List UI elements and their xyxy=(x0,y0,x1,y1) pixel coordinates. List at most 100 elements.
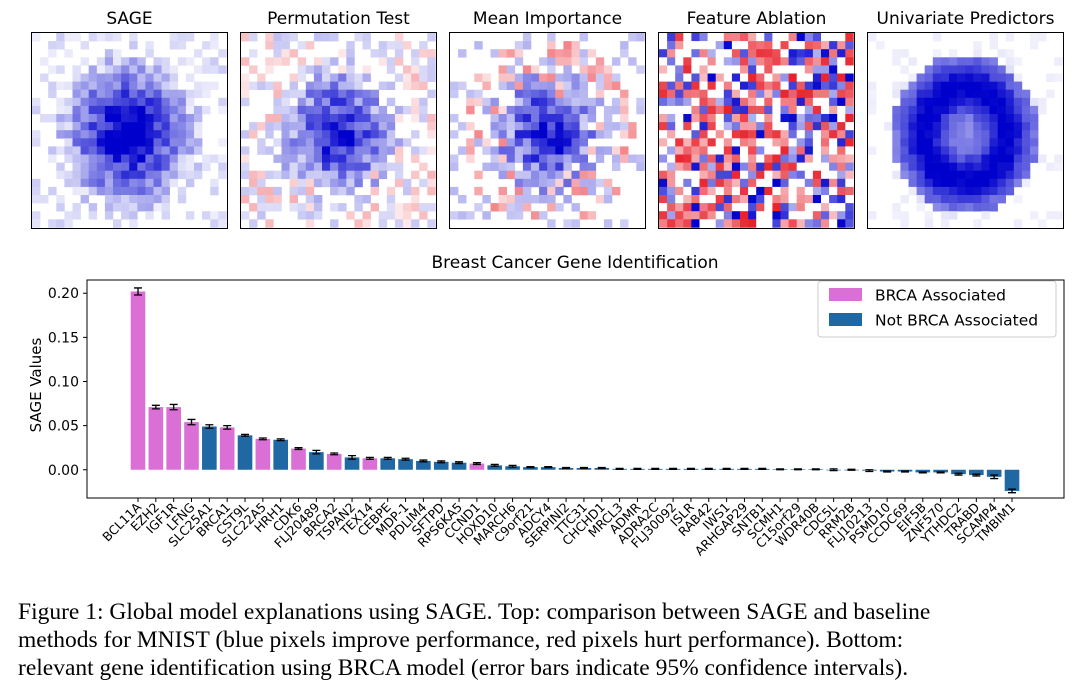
error-bar-cst9l xyxy=(241,433,250,437)
heatmap-pixel xyxy=(796,138,806,147)
heatmap-pixel xyxy=(113,130,122,139)
heatmap-pixel xyxy=(273,89,282,99)
heatmap-pixel xyxy=(715,219,725,228)
heatmap-pixel xyxy=(916,195,925,204)
heatmap-pixel xyxy=(547,57,556,66)
heatmap-pixel xyxy=(932,154,942,163)
heatmap-pixel xyxy=(249,178,258,188)
heatmap-pixel xyxy=(612,57,621,66)
heatmap-pixel xyxy=(330,178,339,188)
heatmap-pixel xyxy=(707,219,716,228)
heatmap-pixel xyxy=(748,178,757,188)
heatmap-pixel xyxy=(153,81,162,90)
heatmap-pixel xyxy=(812,130,822,139)
heatmap-pixel xyxy=(571,81,580,90)
heatmap-pixel xyxy=(145,89,154,99)
heatmap-pixel xyxy=(104,154,114,163)
heatmap-pixel xyxy=(297,186,307,196)
heatmap-pixel xyxy=(289,122,298,131)
heatmap-pixel xyxy=(916,154,925,163)
heatmap-pixel xyxy=(474,97,483,107)
heatmap-pixel xyxy=(56,162,65,171)
heatmap-pixel xyxy=(924,130,934,139)
heatmap-pixel xyxy=(900,49,909,58)
heatmap-pixel xyxy=(305,146,315,155)
bar-cst9l xyxy=(237,435,253,470)
heatmap-pixel xyxy=(740,49,749,58)
heatmap-pixel xyxy=(997,130,1006,139)
heatmap-pixel xyxy=(129,195,138,204)
heatmap-pixel xyxy=(804,130,814,139)
heatmap-pixel xyxy=(218,105,227,115)
heatmap-pixel xyxy=(129,203,138,212)
heatmap-pixel xyxy=(40,73,49,82)
heatmap-pixel xyxy=(571,105,580,115)
heatmap-pixel xyxy=(957,178,966,188)
heatmap-pixel xyxy=(403,186,412,196)
heatmap-pixel xyxy=(169,105,179,115)
heatmap-pixel xyxy=(659,33,668,42)
heatmap-pixel xyxy=(427,57,436,66)
heatmap-pixel xyxy=(257,122,266,131)
heatmap-pixel xyxy=(88,162,98,171)
heatmap-pixel xyxy=(989,178,998,188)
heatmap-pixel xyxy=(892,89,901,99)
heatmap-pixel xyxy=(989,186,998,196)
heatmap-pixel xyxy=(997,73,1006,82)
heatmap-pixel xyxy=(273,114,282,123)
heatmap-pixel xyxy=(80,122,89,131)
heatmap-pixel xyxy=(603,186,613,196)
heatmap-pixel xyxy=(595,195,605,204)
heatmap-pixel xyxy=(940,154,950,163)
heatmap-pixel xyxy=(202,65,211,74)
heatmap-pixel xyxy=(427,130,436,139)
heatmap-pixel xyxy=(940,114,950,123)
heatmap-pixel xyxy=(506,211,516,220)
heatmap-pixel xyxy=(474,186,483,196)
bar-igf1r xyxy=(166,407,181,470)
heatmap-pixel xyxy=(297,73,307,82)
heatmap-pixel xyxy=(997,65,1006,74)
heatmap-pixel xyxy=(603,81,613,90)
heatmap-pixel xyxy=(579,49,588,58)
heatmap-pixel xyxy=(249,81,258,90)
heatmap-pixel xyxy=(330,146,339,155)
heatmap-pixel xyxy=(419,49,428,58)
heatmap-pixel xyxy=(346,81,355,90)
heatmap-pixel xyxy=(675,105,684,115)
heatmap-pixel xyxy=(466,105,475,115)
heatmap-pixel xyxy=(547,219,556,228)
heatmap-pixel xyxy=(218,97,227,107)
heatmap-pixel xyxy=(547,97,556,107)
heatmap-pixel xyxy=(411,146,420,155)
heatmap-pixel xyxy=(313,73,323,82)
heatmap-pixel xyxy=(88,122,98,131)
heatmap-pixel xyxy=(305,211,315,220)
heatmap-pixel xyxy=(1013,154,1023,163)
heatmap-pixel xyxy=(522,130,532,139)
heatmap-pixel xyxy=(394,162,404,171)
heatmap-pixel xyxy=(829,122,838,131)
heatmap-pixel xyxy=(514,114,524,123)
heatmap-pixel xyxy=(740,219,749,228)
heatmap-pixel xyxy=(273,154,282,163)
heatmap-pixel xyxy=(32,211,41,220)
heatmap-pixel xyxy=(683,162,692,171)
heatmap-pixel xyxy=(185,57,195,66)
heatmap-pixel xyxy=(297,130,307,139)
heatmap-pixel xyxy=(731,41,741,50)
heatmap-pixel xyxy=(145,162,154,171)
heatmap-pixel xyxy=(973,138,982,147)
heatmap-pixel xyxy=(740,203,749,212)
heatmap-pixel xyxy=(427,186,436,196)
heatmap-pixel xyxy=(587,130,597,139)
error-bar-pdlim4 xyxy=(419,459,428,463)
heatmap-pixel xyxy=(715,81,725,90)
heatmap-pixel xyxy=(579,186,588,196)
error-bar-ttc31 xyxy=(579,466,588,470)
heatmap-pixel xyxy=(812,81,822,90)
heatmap-pixel xyxy=(354,33,363,42)
heatmap-pixel xyxy=(129,211,138,220)
heatmap-pixel xyxy=(411,73,420,82)
bar-cdk6 xyxy=(291,448,306,470)
